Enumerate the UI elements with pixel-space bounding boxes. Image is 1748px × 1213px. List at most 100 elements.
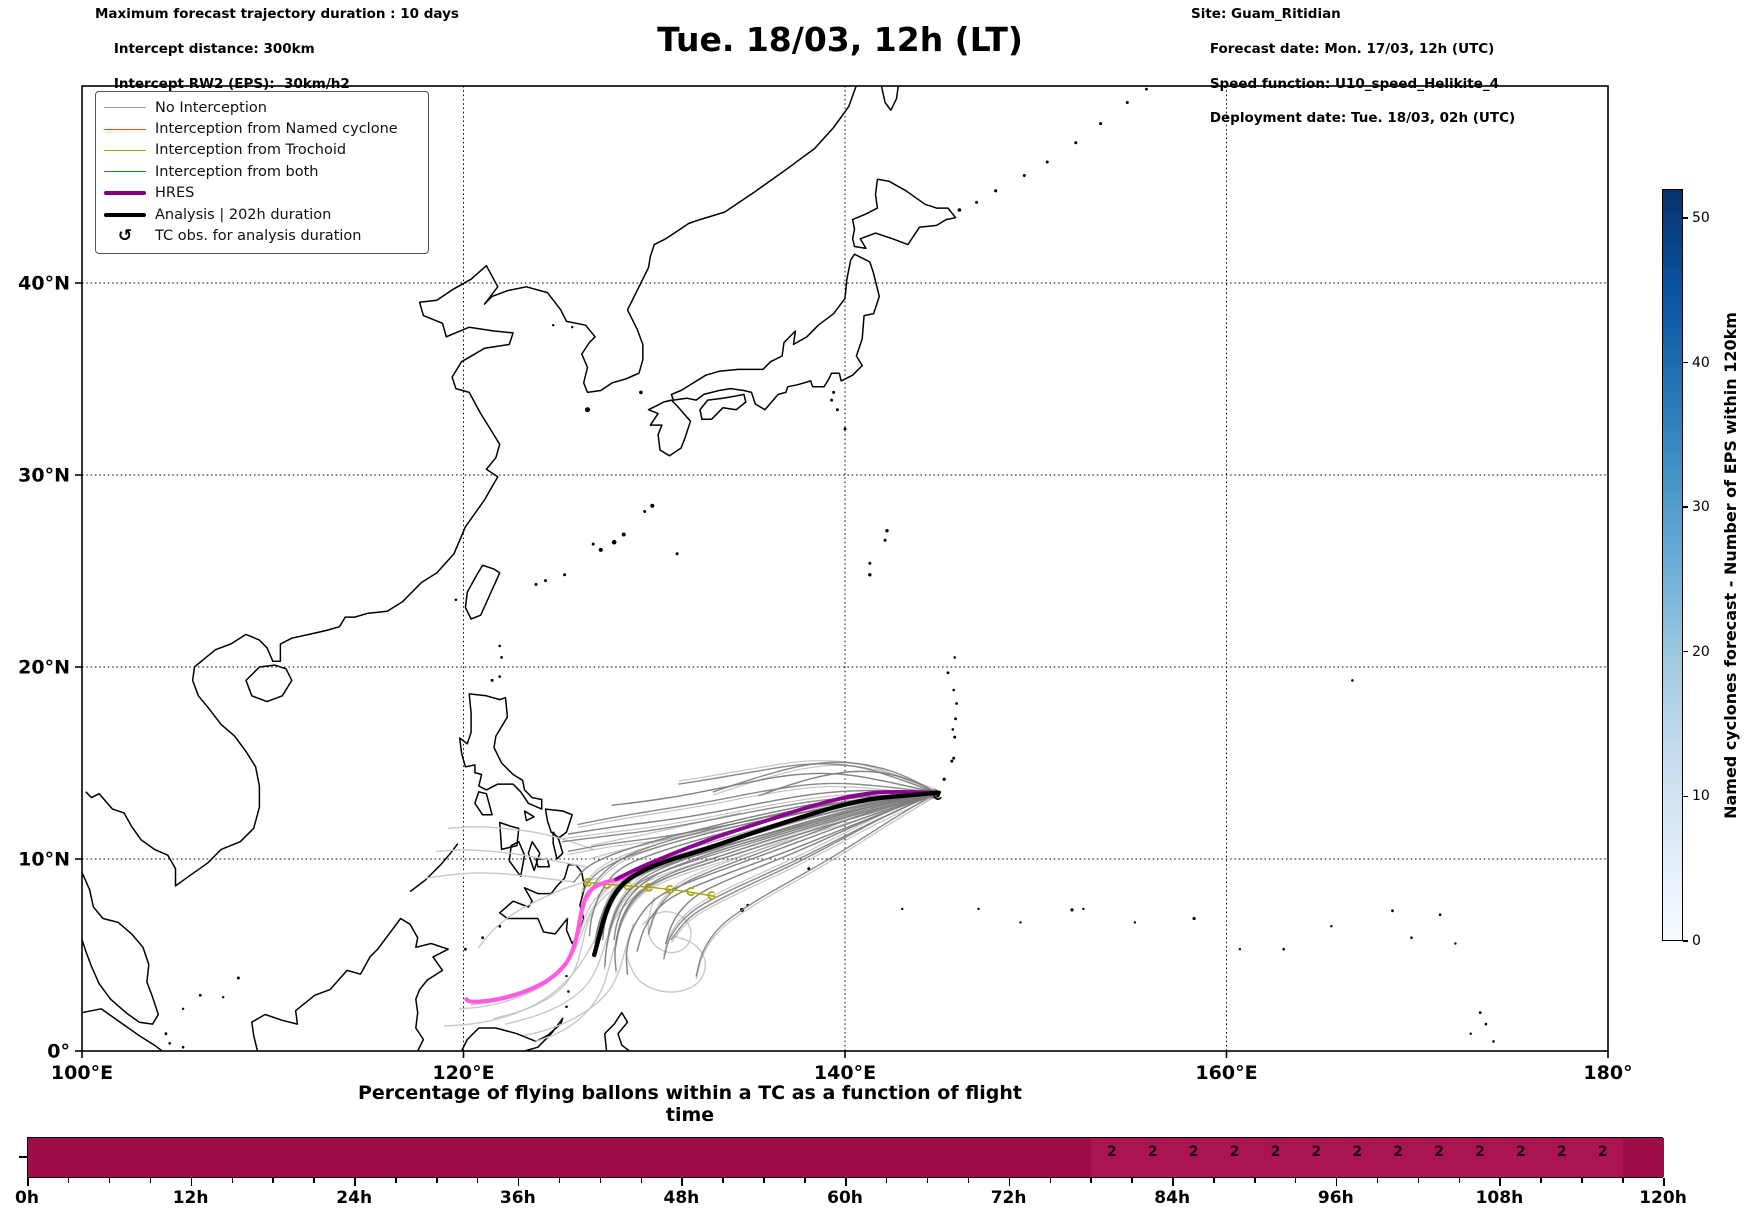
timebar-tick (926, 1178, 929, 1183)
x-tick-label: 160°E (1195, 1062, 1257, 1084)
timebar-tick (395, 1178, 397, 1183)
island-dot (1238, 948, 1242, 951)
island-dot (567, 990, 570, 993)
eps-trajectory-light (447, 826, 594, 851)
island-dot (1125, 101, 1129, 104)
timebar-ytick (19, 1156, 27, 1158)
eps-trajectory (663, 789, 937, 956)
coastline (603, 1011, 630, 1051)
timebar-tick (272, 1178, 274, 1183)
y-tick-label: 20°N (18, 657, 70, 679)
island-dot (498, 644, 502, 648)
island-dot (955, 702, 958, 705)
coastline (647, 399, 692, 457)
site-line: Deployment date: Tue. 18/03, 02h (UTC) (1209, 110, 1516, 127)
colorbar-tick (1683, 940, 1688, 942)
island-dot (534, 582, 538, 586)
island-dot (952, 756, 956, 760)
timebar-tick-label: 108h (1475, 1188, 1524, 1208)
island-dot (1133, 921, 1137, 924)
eps-trajectory (625, 792, 937, 975)
timebar-title: Percentage of flying ballons within a TC… (357, 1082, 1023, 1126)
analysis-track (592, 790, 939, 958)
legend-line-swatch (104, 128, 146, 130)
timebar-tick-label: 48h (663, 1188, 700, 1208)
timebar-tick (149, 1178, 152, 1183)
island-dot (977, 907, 980, 911)
eps-trajectory-light (493, 881, 625, 1020)
tc-count-label: 2 (1352, 1144, 1363, 1160)
colorbar-tick-label: 0 (1692, 933, 1701, 949)
island-dot (1391, 909, 1394, 913)
timebar-tick (640, 1178, 642, 1183)
coastline (460, 1017, 564, 1051)
island-dot (565, 1005, 568, 1009)
tc-count-label: 2 (1188, 1144, 1199, 1160)
timebar-tick (1131, 1178, 1133, 1183)
eps-trajectory (670, 792, 938, 941)
legend-label: Interception from Trochoid (155, 142, 347, 159)
island-dot (957, 208, 962, 212)
hres-track (614, 789, 939, 882)
colorbar-gradient (1662, 189, 1683, 941)
eps-trajectory-light (443, 919, 606, 1027)
timebar-tick-label: 84h (1154, 1188, 1191, 1208)
timebar-tick (354, 1178, 356, 1186)
eps-trajectory (577, 785, 937, 829)
tc-count-label: 2 (1311, 1144, 1322, 1160)
timebar-tick (108, 1178, 111, 1183)
island-dot (454, 598, 458, 602)
timebar-tick (1417, 1178, 1420, 1183)
tc-obs-icon (707, 891, 716, 900)
island-dot (1099, 122, 1103, 126)
island-dot (1492, 1040, 1495, 1043)
coastline (458, 693, 543, 810)
island-dot (181, 1007, 185, 1010)
eps-trajectory (612, 772, 937, 806)
coastline (523, 810, 535, 822)
island-dot (1454, 942, 1457, 945)
eps-trajectory (567, 789, 938, 835)
timebar-tick (599, 1178, 602, 1183)
tc-count-label: 2 (1229, 1144, 1240, 1160)
timebar-tick (1049, 1178, 1051, 1183)
eps-trajectory-light (504, 889, 642, 1025)
colorbar-tick (1683, 795, 1688, 798)
timebar-tick-label: 60h (827, 1188, 863, 1208)
legend-label: Interception from Named cyclone (155, 121, 398, 138)
colorbar-tick-label: 30 (1692, 499, 1710, 516)
coastline (251, 917, 449, 1051)
eps-trajectory (663, 792, 938, 960)
x-tick-label: 120°E (432, 1062, 494, 1084)
island-dot (164, 1032, 168, 1036)
island-dot (198, 993, 202, 997)
legend-item: No Interception (104, 97, 420, 118)
colorbar-tick (1683, 651, 1688, 653)
timebar-tick (1540, 1178, 1542, 1183)
colorbar: 0 10 20 30 40 50 (1662, 189, 1742, 949)
x-tick-label: 180° (1583, 1062, 1632, 1084)
legend-item: Interception from Named cyclone (104, 118, 420, 139)
timebar-tick (1172, 1178, 1174, 1186)
island-dot (883, 538, 887, 542)
eps-trajectory-light (436, 849, 587, 868)
coastline (498, 864, 586, 945)
timebar-tick (1376, 1178, 1379, 1183)
x-tick-label: 140°E (814, 1062, 876, 1084)
island-dot (611, 539, 617, 545)
colorbar-tick-label: 20 (1692, 643, 1710, 660)
timebar-tick (1458, 1178, 1460, 1183)
x-tick-label: 100°E (51, 1062, 113, 1084)
tc-obs-icon (583, 877, 592, 887)
timebar-tick (1254, 1178, 1256, 1183)
colorbar-tick-label: 50 (1692, 209, 1710, 226)
island-dot (500, 656, 503, 659)
eps-trajectory (665, 792, 937, 944)
island-dot (1351, 679, 1354, 682)
timebar-tick-label: 24h (336, 1188, 373, 1208)
timebar-segment (28, 1138, 1092, 1177)
site-line: Site: Guam_Ritidian (1191, 6, 1341, 22)
coastline (851, 178, 957, 250)
island-dot (591, 542, 595, 546)
